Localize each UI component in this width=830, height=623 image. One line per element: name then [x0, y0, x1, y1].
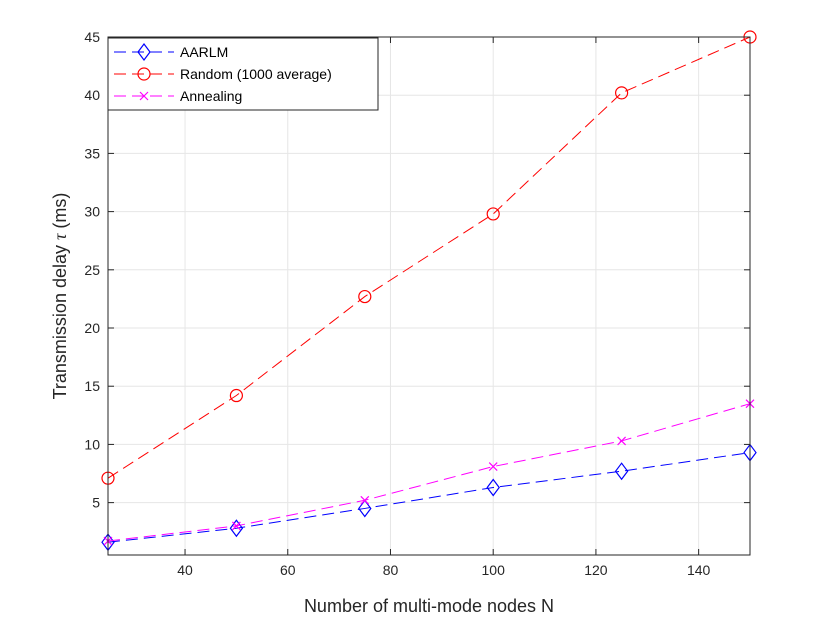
- data-point-annealing-125: [617, 436, 627, 446]
- y-tick-label-20: 20: [84, 320, 100, 336]
- data-point-aarlm-100: [486, 478, 500, 497]
- legend-marker-aarlm: [137, 43, 151, 61]
- series-line-aarlm: [107, 452, 751, 543]
- y-tick-label-35: 35: [84, 145, 100, 161]
- y-axis-label-main: Transmission delay: [50, 240, 70, 399]
- x-tick-label-40: 40: [177, 562, 193, 578]
- legend-marker-annealing: [139, 91, 149, 101]
- data-point-random-1000-average-50: [229, 388, 243, 403]
- legend-label-annealing: Annealing: [180, 88, 242, 104]
- y-tick-label-40: 40: [84, 87, 100, 103]
- plot-frame: [107, 36, 751, 556]
- series-layer: [101, 30, 757, 552]
- y-axis-label: Transmission delay τ (ms): [50, 193, 70, 400]
- x-tick-label-100: 100: [482, 562, 506, 578]
- y-tick-label-15: 15: [84, 378, 100, 394]
- data-point-aarlm-125: [614, 462, 629, 481]
- data-point-random-1000-average-100: [486, 207, 500, 221]
- y-tick-label-45: 45: [84, 29, 100, 45]
- y-axis-label-unit: (ms): [50, 193, 70, 234]
- series-line-annealing: [107, 403, 751, 542]
- y-axis-label-symbol: τ: [50, 233, 70, 240]
- legend-item-aarlm: AARLM: [114, 43, 228, 61]
- y-tick-label-5: 5: [92, 495, 100, 511]
- x-tick-label-120: 120: [584, 562, 608, 578]
- y-tick-label-30: 30: [84, 204, 100, 220]
- legend-label-aarlm: AARLM: [180, 44, 228, 60]
- x-axis-label: Number of multi-mode nodes N: [304, 596, 554, 616]
- data-point-annealing-100: [488, 462, 498, 471]
- grid: [108, 36, 750, 555]
- x-tick-label-60: 60: [280, 562, 296, 578]
- x-tick-label-80: 80: [383, 562, 399, 578]
- legend-item-annealing: Annealing: [114, 88, 242, 104]
- legend-label-random-1000-average: Random (1000 average): [180, 66, 332, 82]
- data-point-random-1000-average-75: [358, 289, 372, 304]
- data-point-random-1000-average-125: [614, 86, 629, 100]
- legend-marker-random-1000-average: [137, 67, 151, 81]
- y-tick-label-25: 25: [84, 262, 100, 278]
- series-line-random-1000-average: [107, 36, 751, 479]
- x-tick-label-140: 140: [687, 562, 711, 578]
- data-point-annealing-75: [360, 495, 370, 505]
- legend-item-random-1000-average: Random (1000 average): [114, 66, 332, 82]
- legend: AARLM Random (1000 average) Annealing: [107, 37, 379, 111]
- data-point-annealing-50: [231, 521, 241, 531]
- y-tick-label-10: 10: [84, 436, 100, 452]
- ticks-layer: 40 60 80 100 120 140 5 10 15 20 25 30 35 40 45: [84, 29, 750, 578]
- plot-area: [108, 37, 750, 555]
- data-point-aarlm-75: [358, 499, 372, 518]
